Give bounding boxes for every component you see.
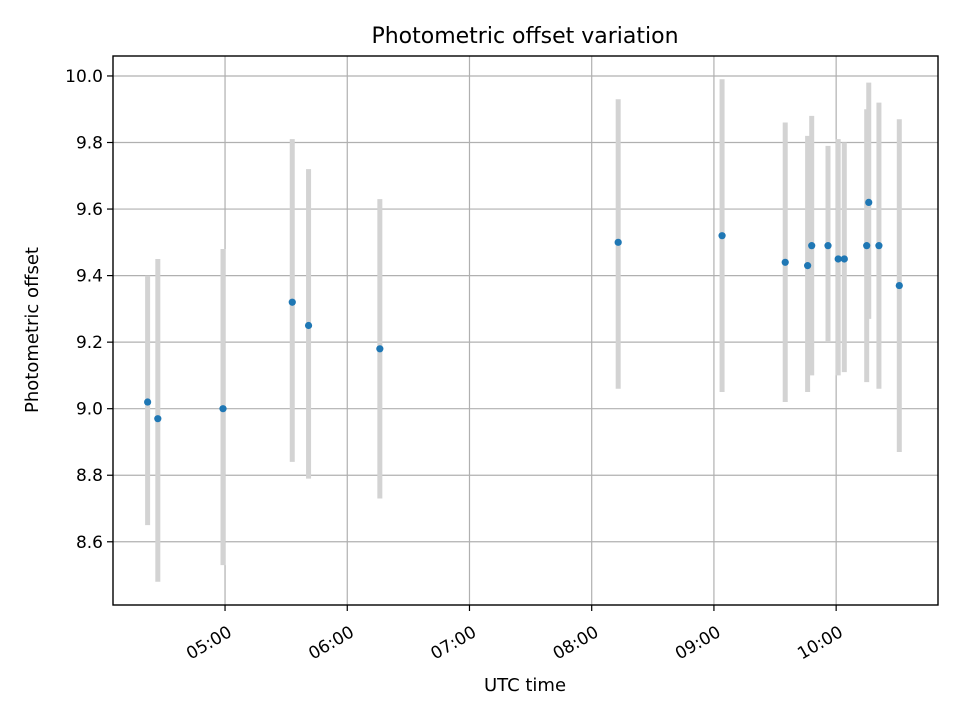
plot-frame [112,55,939,606]
chart-title: Photometric offset variation [371,24,678,49]
data-point [219,405,227,413]
data-point [376,345,384,353]
data-point [834,255,842,263]
y-tick-label: 9.2 [76,333,103,353]
y-tick-label: 9.8 [76,134,103,154]
data-point [614,238,622,246]
x-axis-label: UTC time [484,675,566,696]
data-point [840,255,848,263]
y-tick-label: 8.6 [76,533,103,553]
data-point [718,232,726,240]
y-tick-label: 9.0 [76,400,103,420]
y-tick-label: 8.8 [76,466,103,486]
data-point [865,198,873,206]
data-point [804,262,812,270]
data-point [304,321,313,330]
y-tick-label: 9.6 [76,200,103,220]
data-point [154,415,162,423]
data-points [144,198,903,423]
data-point [781,258,789,266]
data-point [824,242,832,250]
data-point [895,281,903,290]
y-tick-label: 10.0 [65,67,103,87]
data-point [875,242,883,250]
y-axis-label: Photometric offset [22,247,43,413]
data-point [863,242,871,250]
data-point [808,242,816,250]
y-axis-ticks: 8.6 8.8 9.0 9.2 9.4 9.6 9.8 10.0 [65,67,113,553]
data-point [288,298,296,306]
y-tick-label: 9.4 [76,267,103,287]
data-point [144,398,152,406]
